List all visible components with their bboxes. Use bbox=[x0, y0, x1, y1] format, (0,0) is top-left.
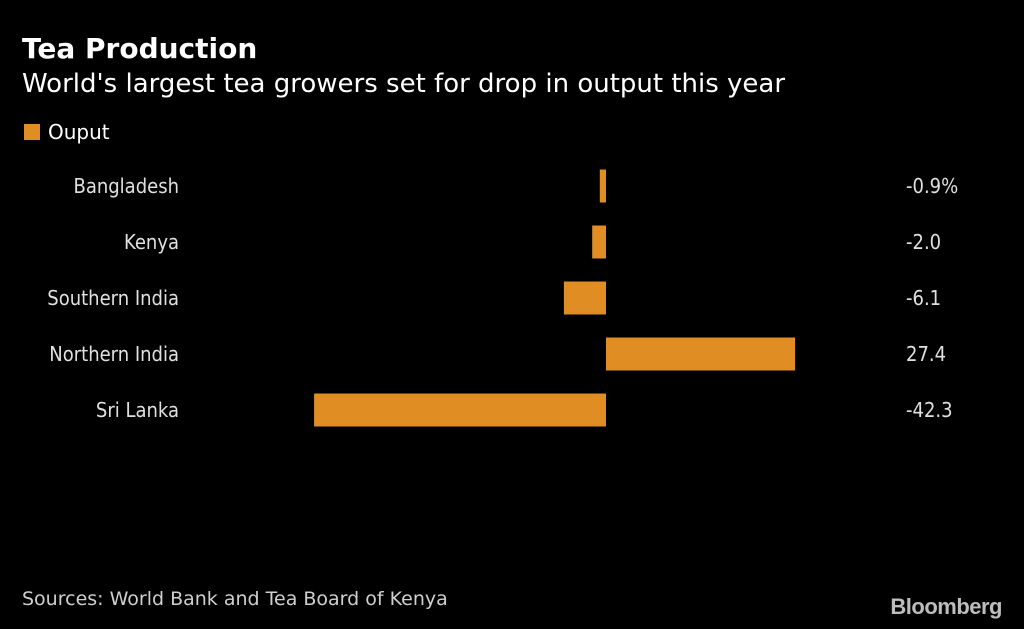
legend-label: Ouput bbox=[48, 120, 110, 144]
value-label: 27.4 bbox=[906, 342, 946, 366]
source-note: Sources: World Bank and Tea Board of Ken… bbox=[22, 588, 448, 610]
value-label: -42.3 bbox=[906, 398, 953, 422]
bar-bangladesh bbox=[599, 169, 606, 203]
bar-kenya bbox=[592, 225, 606, 259]
category-label: Southern India bbox=[47, 286, 179, 310]
chart-subtitle: World's largest tea growers set for drop… bbox=[22, 69, 786, 99]
bar-sri-lanka bbox=[314, 393, 606, 427]
value-label: -0.9% bbox=[906, 174, 958, 198]
bloomberg-logo: Bloomberg bbox=[890, 594, 1002, 619]
legend-swatch bbox=[24, 124, 40, 140]
legend: Ouput bbox=[24, 120, 110, 144]
category-label: Bangladesh bbox=[73, 174, 179, 198]
value-label: -2.0 bbox=[906, 230, 941, 254]
category-label: Kenya bbox=[124, 230, 179, 254]
value-label: -6.1 bbox=[906, 286, 941, 310]
bar-northern-india bbox=[606, 337, 796, 371]
bar-southern-india bbox=[563, 281, 606, 315]
chart-title: Tea Production bbox=[22, 32, 258, 65]
category-label: Sri Lanka bbox=[96, 398, 179, 422]
category-label: Northern India bbox=[49, 342, 179, 366]
